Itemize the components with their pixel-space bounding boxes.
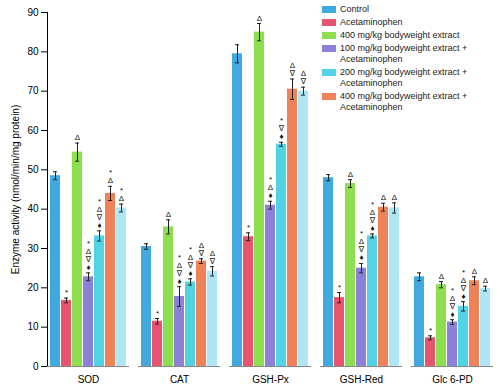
svg-text:Δ∇: Δ∇: [289, 61, 296, 78]
svg-text:*: *: [65, 288, 68, 297]
svg-text:*: *: [338, 283, 341, 292]
svg-text:*Δ∇♦: *Δ∇♦: [176, 253, 183, 286]
svg-text:*: *: [156, 309, 159, 318]
svg-text:*: *: [429, 326, 432, 335]
svg-text:*Δ∇♦: *Δ∇♦: [449, 286, 456, 319]
svg-text:90: 90: [27, 7, 39, 18]
svg-text:SOD: SOD: [78, 374, 100, 385]
svg-text:0: 0: [33, 361, 39, 372]
svg-text:Δ: Δ: [472, 267, 478, 276]
svg-text:*∇♦: *∇♦: [278, 116, 285, 141]
svg-text:10: 10: [27, 321, 39, 332]
svg-text:60: 60: [27, 125, 39, 136]
svg-text:Δ: Δ: [392, 193, 398, 202]
svg-text:Glc 6-PD: Glc 6-PD: [432, 374, 473, 385]
svg-text:Δ: Δ: [381, 193, 387, 202]
svg-text:Δ: Δ: [257, 14, 263, 23]
svg-text:Enzyme activity (nmol/min/mg p: Enzyme activity (nmol/min/mg protein): [10, 105, 21, 275]
svg-text:Δ∇: Δ∇: [198, 241, 205, 258]
svg-text:Δ∇: Δ∇: [209, 249, 216, 266]
svg-text:Δ: Δ: [439, 272, 445, 281]
svg-text:30: 30: [27, 243, 39, 254]
svg-text:*Δ∇♦: *Δ∇♦: [96, 197, 103, 230]
svg-text:*Δ∇♦: *Δ∇♦: [369, 200, 376, 233]
svg-text:50: 50: [27, 164, 39, 175]
svg-text:*Δ♦: *Δ♦: [268, 175, 274, 200]
svg-text:CAT: CAT: [170, 374, 189, 385]
svg-text:*Δ∇♦: *Δ∇♦: [358, 229, 365, 262]
svg-text:40: 40: [27, 203, 39, 214]
html-text:Acetaminophen: Acetaminophen: [340, 17, 403, 27]
svg-text:70: 70: [27, 85, 39, 96]
svg-text:*: *: [247, 223, 250, 232]
html-text:Control: Control: [340, 4, 369, 14]
svg-text:*Δ∇♦: *Δ∇♦: [187, 245, 194, 278]
svg-text:Δ: Δ: [75, 133, 81, 142]
svg-text:GSH-Px: GSH-Px: [252, 374, 289, 385]
svg-text:Δ: Δ: [348, 170, 354, 179]
svg-text:20: 20: [27, 282, 39, 293]
svg-text:Δ∇: Δ∇: [300, 69, 307, 86]
svg-text:GSH-Red: GSH-Red: [340, 374, 383, 385]
html-text:200 mg/kg bodyweight extract +: 200 mg/kg bodyweight extract + Acetamino…: [340, 67, 468, 88]
html-text:400 mg/kg bodyweight extract: 400 mg/kg bodyweight extract: [340, 30, 460, 40]
html-text:400 mg/kg bodyweight extract +: 400 mg/kg bodyweight extract + Acetamino…: [340, 91, 468, 112]
svg-text:*Δ: *Δ: [108, 168, 114, 185]
svg-text:*Δ∇♦: *Δ∇♦: [85, 239, 92, 272]
svg-text:*Δ: *Δ: [119, 186, 125, 203]
svg-text:80: 80: [27, 46, 39, 57]
html-text:100 mg/kg bodyweight extract +: 100 mg/kg bodyweight extract + Acetamino…: [340, 43, 468, 64]
svg-text:Δ: Δ: [483, 276, 489, 285]
svg-text:Δ: Δ: [166, 210, 172, 219]
svg-text:*Δ∇♦: *Δ∇♦: [460, 268, 467, 301]
